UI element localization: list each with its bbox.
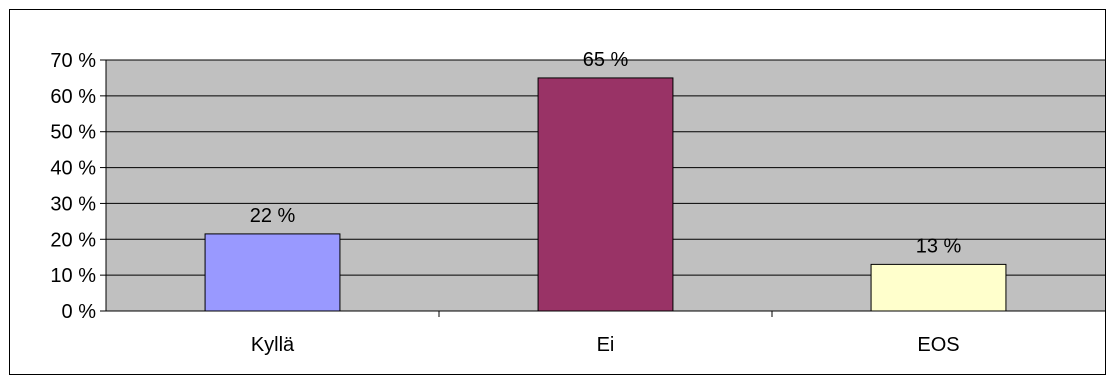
x-tick-label: Ei [597, 334, 615, 356]
y-tick-label: 70 % [50, 50, 96, 72]
data-label: 65 % [583, 49, 629, 71]
y-tick-label: 10 % [50, 265, 96, 287]
bar-chart: 0 % 10 % 20 % 30 % 40 % 50 % 60 % 70 % 22 % Kyllä… [50, 49, 1105, 356]
x-tick-label: Kyllä [251, 334, 295, 356]
y-tick-label: 40 % [50, 158, 96, 180]
bar-0 [204, 233, 341, 312]
y-tick-label: 60 % [50, 86, 96, 108]
bar-1 [537, 77, 674, 312]
bar-2 [870, 263, 1007, 312]
y-tick-label: 50 % [50, 122, 96, 144]
labels: 0 % 10 % 20 % 30 % 40 % 50 % 60 % 70 % 22 % Kyllä… [50, 49, 961, 356]
y-tick-label: 30 % [50, 193, 96, 215]
chart-frame: 0 % 10 % 20 % 30 % 40 % 50 % 60 % 70 % 22 % Kyllä… [9, 9, 1106, 375]
data-label: 13 % [916, 235, 962, 257]
y-tick-label: 0 % [62, 301, 97, 323]
data-label: 22 % [250, 205, 296, 227]
y-tick-label: 20 % [50, 229, 96, 251]
x-tick-label: EOS [917, 334, 959, 356]
bars [204, 77, 1007, 312]
